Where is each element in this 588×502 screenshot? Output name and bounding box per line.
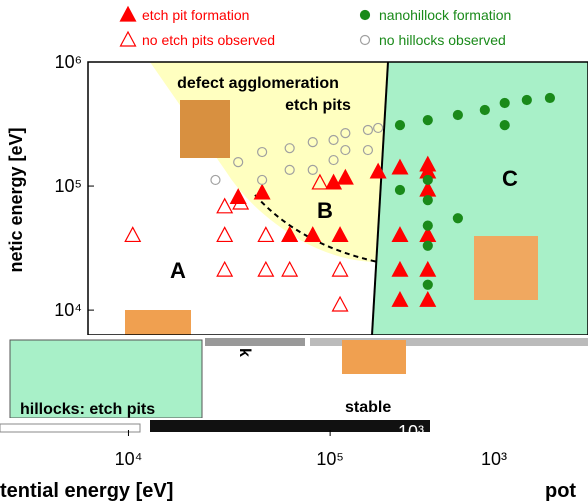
overlay-text: 10³ (481, 449, 507, 469)
marker (423, 241, 432, 250)
marker (423, 280, 432, 289)
marker (453, 110, 462, 119)
y-axis-label: netic energy [eV] (6, 127, 26, 272)
marker (522, 95, 531, 104)
y-tick-label: 10⁴ (54, 300, 82, 320)
marker (500, 99, 509, 108)
annotation: etch pits (285, 97, 351, 114)
x-tick-label: 10⁵ (316, 449, 343, 469)
x-axis-label: tential energy [eV] (0, 480, 173, 502)
overlay-bar (205, 338, 305, 346)
inset-image (474, 236, 538, 300)
marker (121, 7, 136, 21)
overlay: hillocks: etch pits stable k 10³ 10³ (0, 335, 588, 469)
overlay-band (150, 420, 430, 432)
chart: defect agglomeration etch pits A B C net… (0, 0, 588, 502)
annotation: C (502, 166, 518, 191)
marker (361, 36, 370, 45)
marker (395, 121, 404, 130)
marker (480, 106, 489, 115)
annotation: defect agglomeration (177, 75, 339, 92)
marker (423, 196, 432, 205)
annotation: B (317, 198, 333, 223)
legend-label: no etch pits observed (142, 32, 275, 48)
marker (453, 214, 462, 223)
overlay-text: hillocks: etch pits (20, 401, 155, 418)
marker (361, 11, 370, 20)
legend-label: no hillocks observed (379, 32, 506, 48)
overlay-text: 10³ (398, 422, 424, 442)
marker (423, 175, 432, 184)
x-tick-label: 10⁴ (115, 449, 143, 469)
marker (545, 93, 554, 102)
marker (423, 221, 432, 230)
inset-image (180, 100, 230, 158)
y-tick-label: 10⁶ (55, 52, 82, 72)
overlay-text: k (236, 348, 253, 357)
marker (395, 185, 404, 194)
marker (500, 121, 509, 130)
legend-label: etch pit formation (142, 7, 249, 23)
annotation: A (170, 258, 186, 283)
marker (121, 32, 136, 46)
inset-image (342, 340, 406, 374)
legend-label: nanohillock formation (379, 7, 511, 23)
y-tick-label: 10⁵ (55, 176, 82, 196)
overlay-text: stable (345, 399, 391, 416)
marker (423, 116, 432, 125)
x-axis-label: pot (545, 480, 576, 502)
